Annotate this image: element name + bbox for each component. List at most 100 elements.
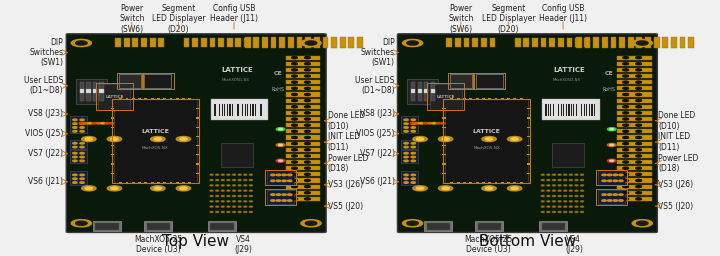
Text: VS4
(J29): VS4 (J29) [565,235,582,254]
Circle shape [154,138,161,140]
Bar [568,104,570,116]
FancyBboxPatch shape [552,143,585,167]
FancyBboxPatch shape [267,190,294,204]
Circle shape [287,194,292,195]
Text: MachXO5-NX: MachXO5-NX [473,146,500,150]
Bar [120,182,122,184]
Circle shape [575,174,578,175]
Circle shape [570,190,572,191]
Bar [455,38,461,47]
Circle shape [580,185,583,186]
Circle shape [575,190,578,191]
Circle shape [238,201,241,202]
Circle shape [238,190,241,191]
Circle shape [411,152,415,154]
Circle shape [305,57,310,59]
Circle shape [301,220,321,227]
Circle shape [249,206,252,207]
FancyBboxPatch shape [401,150,418,163]
Circle shape [80,146,84,148]
Circle shape [636,179,642,182]
Circle shape [80,174,84,176]
FancyBboxPatch shape [145,74,171,88]
Bar [286,86,320,90]
Bar [214,104,215,116]
Circle shape [575,211,578,212]
Bar [286,80,320,84]
Bar [132,38,138,47]
FancyBboxPatch shape [95,223,119,230]
Circle shape [271,174,275,176]
Circle shape [96,122,101,124]
Bar [145,182,148,184]
Circle shape [76,41,87,45]
Text: LATTICE: LATTICE [141,129,169,134]
Circle shape [552,206,555,207]
Circle shape [618,180,623,182]
Circle shape [73,123,77,124]
Circle shape [558,206,561,207]
Circle shape [227,201,230,202]
Circle shape [636,136,642,138]
Bar [331,37,337,48]
Circle shape [416,138,423,140]
Bar [235,38,241,47]
Circle shape [244,201,247,202]
Circle shape [570,206,572,207]
Bar [150,182,153,184]
Bar [260,104,261,116]
Bar [636,37,642,48]
Bar [99,82,104,101]
Bar [617,185,652,189]
Circle shape [541,179,544,180]
Circle shape [105,122,109,124]
Circle shape [547,179,550,180]
Circle shape [210,174,213,175]
Circle shape [305,221,317,225]
Text: RoHS: RoHS [271,87,284,92]
Circle shape [249,211,252,212]
Bar [196,108,199,109]
Bar [617,142,652,146]
Bar [138,182,141,184]
Bar [411,89,415,93]
Circle shape [73,160,77,162]
Bar [611,37,616,48]
Bar [515,38,521,47]
Bar [476,98,479,100]
Bar [218,38,224,47]
Circle shape [176,136,191,142]
Circle shape [636,93,642,95]
Bar [545,104,546,116]
Circle shape [442,187,449,190]
Bar [527,154,531,155]
Circle shape [76,221,87,225]
Bar [442,145,446,146]
Text: Config USB
Header (J11): Config USB Header (J11) [210,4,258,23]
Circle shape [305,198,310,200]
FancyBboxPatch shape [541,223,564,230]
Circle shape [73,143,77,144]
Text: LATTICE: LATTICE [472,129,500,134]
Bar [469,98,472,100]
Bar [184,38,189,47]
Circle shape [404,127,408,128]
Text: Power LED
(D18): Power LED (D18) [328,154,368,173]
Circle shape [282,194,287,195]
Circle shape [636,173,642,175]
Circle shape [221,196,224,197]
Circle shape [608,180,612,182]
Bar [157,98,160,100]
Circle shape [547,174,550,175]
Bar [93,82,97,101]
Text: User LEDS
(D1~D8): User LEDS (D1~D8) [355,76,395,95]
Bar [548,104,549,116]
Bar [553,104,554,116]
Circle shape [221,190,224,191]
Circle shape [233,211,235,212]
FancyBboxPatch shape [70,116,87,133]
Circle shape [305,143,310,145]
Circle shape [423,122,428,124]
Bar [527,127,531,128]
Circle shape [411,131,415,132]
